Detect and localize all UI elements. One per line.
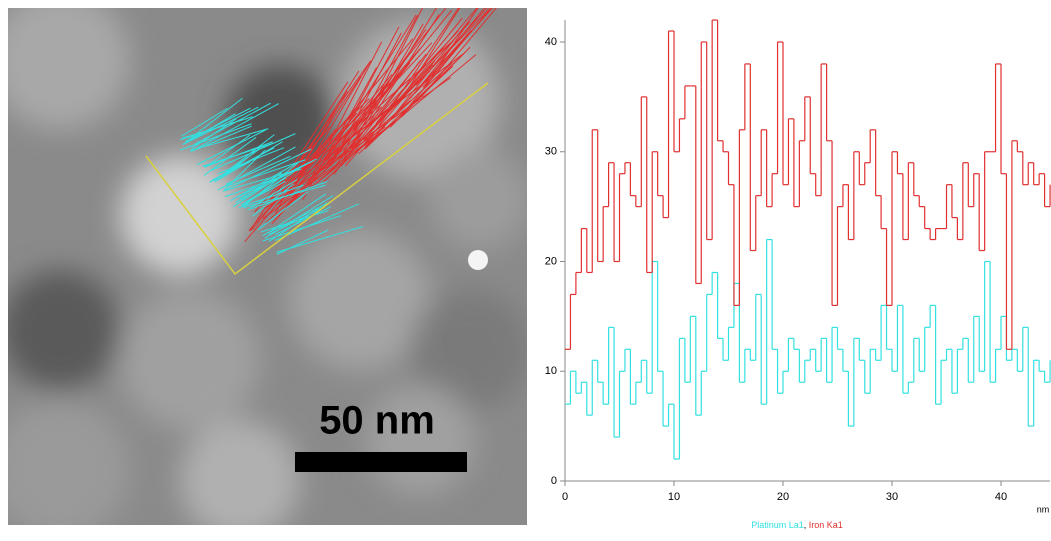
scale-bar-label: 50 nm (319, 399, 435, 443)
x-axis-label: nm (1037, 504, 1050, 514)
x-tick-label: 20 (777, 491, 789, 503)
x-tick-label: 30 (886, 491, 898, 503)
chart: 0 10 20 30 40 0 10 20 30 40 nm Platinum La1, Iron K… (545, 20, 1050, 530)
legend: Platinum La1, Iron Ka1 (751, 520, 843, 530)
y-tick-label: 20 (545, 255, 557, 267)
y-tick-label: 0 (551, 475, 557, 487)
x-tick-label: 0 (562, 491, 568, 503)
y-tick-label: 40 (545, 36, 557, 48)
y-tick-label: 30 (545, 146, 557, 158)
x-tick-label: 10 (668, 491, 680, 503)
legend-entry: Iron Ka1 (809, 520, 843, 530)
legend-entry: Platinum La1 (751, 520, 804, 530)
micrograph: 50 nm (0, 0, 532, 536)
y-tick-label: 10 (545, 365, 557, 377)
x-tick-label: 40 (995, 491, 1007, 503)
figure: 50 nm 0 10 20 30 40 0 10 20 30 40 nm Platinum La1, … (0, 0, 1051, 536)
